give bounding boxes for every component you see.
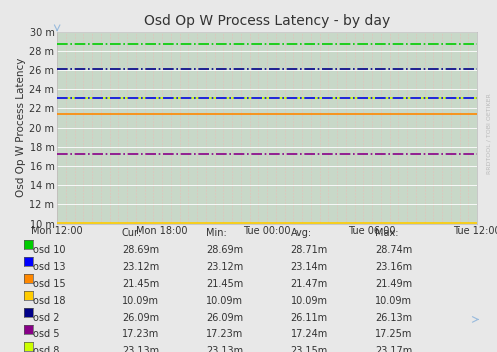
Text: 10.09m: 10.09m [375,296,412,306]
Text: osd 15: osd 15 [33,279,66,289]
Text: 23.13m: 23.13m [122,346,159,352]
Text: Min:: Min: [206,228,227,238]
Text: 26.11m: 26.11m [291,313,328,322]
Text: 21.45m: 21.45m [122,279,159,289]
Text: osd 8: osd 8 [33,346,59,352]
Text: 28.69m: 28.69m [206,245,244,255]
Text: 28.71m: 28.71m [291,245,328,255]
Text: 17.24m: 17.24m [291,329,328,339]
Text: Avg:: Avg: [291,228,312,238]
Text: 23.17m: 23.17m [375,346,413,352]
Text: 17.25m: 17.25m [375,329,413,339]
Y-axis label: Osd Op W Process Latency: Osd Op W Process Latency [16,58,26,197]
Text: 26.09m: 26.09m [206,313,244,322]
Text: 10.09m: 10.09m [122,296,159,306]
Text: osd 10: osd 10 [33,245,65,255]
Text: 26.09m: 26.09m [122,313,159,322]
Text: 21.47m: 21.47m [291,279,328,289]
Text: 23.12m: 23.12m [206,262,244,272]
Text: 21.49m: 21.49m [375,279,413,289]
Text: osd 2: osd 2 [33,313,59,322]
Text: Cur:: Cur: [122,228,142,238]
Text: 23.16m: 23.16m [375,262,413,272]
Text: 10.09m: 10.09m [206,296,243,306]
Text: 23.12m: 23.12m [122,262,159,272]
Text: RRDTOOL / TOBI OETIKER: RRDTOOL / TOBI OETIKER [486,93,491,174]
Text: 23.14m: 23.14m [291,262,328,272]
Text: osd 13: osd 13 [33,262,65,272]
Text: osd 5: osd 5 [33,329,59,339]
Text: 23.15m: 23.15m [291,346,328,352]
Text: 28.74m: 28.74m [375,245,413,255]
Title: Osd Op W Process Latency - by day: Osd Op W Process Latency - by day [144,14,390,28]
Text: 17.23m: 17.23m [206,329,244,339]
Text: 10.09m: 10.09m [291,296,328,306]
Text: 26.13m: 26.13m [375,313,413,322]
Text: 21.45m: 21.45m [206,279,244,289]
Text: osd 18: osd 18 [33,296,65,306]
Text: Max:: Max: [375,228,399,238]
Text: 23.13m: 23.13m [206,346,244,352]
Text: 17.23m: 17.23m [122,329,159,339]
Text: 28.69m: 28.69m [122,245,159,255]
